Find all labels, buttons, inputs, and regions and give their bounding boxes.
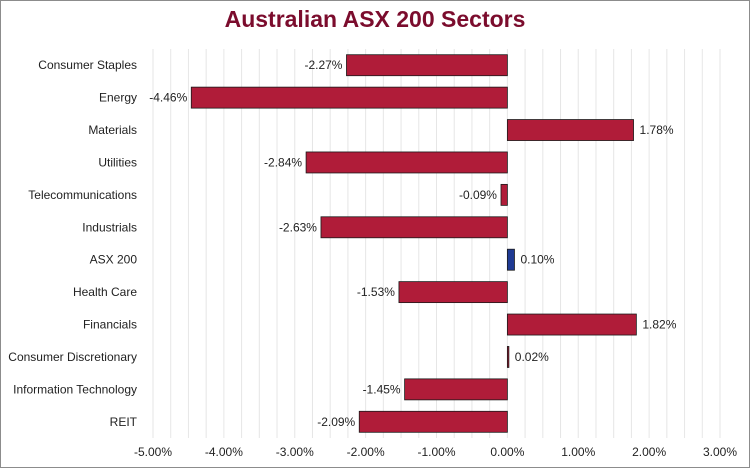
- value-label: -4.46%: [149, 91, 187, 105]
- x-tick-label: -3.00%: [276, 445, 314, 459]
- category-label: Health Care: [73, 285, 137, 299]
- x-tick-label: 0.00%: [490, 445, 524, 459]
- bar: [320, 216, 508, 239]
- category-label: Materials: [88, 123, 137, 137]
- bar: [358, 410, 508, 433]
- bar-layer: [190, 54, 637, 433]
- bar: [506, 313, 637, 336]
- grid-layer: [152, 49, 721, 438]
- category-label: Utilities: [98, 155, 137, 169]
- category-label: Telecommunications: [28, 188, 137, 202]
- x-tick-label: 2.00%: [632, 445, 666, 459]
- value-label: -2.63%: [279, 220, 317, 234]
- x-tick-label: -5.00%: [134, 445, 172, 459]
- value-label: -1.45%: [363, 382, 401, 396]
- bar: [506, 119, 634, 141]
- value-label: 1.82%: [642, 318, 676, 332]
- label-layer: -5.00% -4.00% -3.00% -2.00% -1.00% 0.00% 1.00%…: [8, 58, 737, 459]
- x-tick-label: -2.00%: [347, 445, 385, 459]
- bar: [404, 378, 508, 401]
- category-label: Consumer Staples: [38, 58, 137, 72]
- x-tick-label: 1.00%: [561, 445, 595, 459]
- category-label: Consumer Discretionary: [8, 350, 137, 364]
- chart-title: Australian ASX 200 Sectors: [224, 6, 526, 32]
- category-label: Industrials: [82, 220, 137, 234]
- value-label: -2.84%: [264, 155, 302, 169]
- x-tick-label: -1.00%: [417, 445, 455, 459]
- value-label: -2.09%: [317, 415, 355, 429]
- value-label: -2.27%: [304, 58, 342, 72]
- bar: [506, 346, 510, 368]
- value-label: 1.78%: [640, 123, 674, 137]
- x-tick-label: -4.00%: [205, 445, 243, 459]
- bar: [190, 86, 508, 109]
- value-label: -1.53%: [357, 285, 395, 299]
- x-tick-label: 3.00%: [703, 445, 737, 459]
- category-label: Information Technology: [13, 382, 137, 396]
- bar: [305, 151, 508, 174]
- bar: [398, 281, 508, 304]
- bar: [346, 54, 508, 77]
- value-label: 0.02%: [515, 350, 549, 364]
- category-label: REIT: [110, 415, 138, 429]
- category-label: Energy: [99, 91, 137, 105]
- category-label: Financials: [83, 318, 137, 332]
- category-label: ASX 200: [90, 253, 138, 267]
- value-label: 0.10%: [520, 253, 554, 267]
- bar: [506, 248, 515, 271]
- value-label: -0.09%: [459, 188, 497, 202]
- bar: [500, 183, 508, 206]
